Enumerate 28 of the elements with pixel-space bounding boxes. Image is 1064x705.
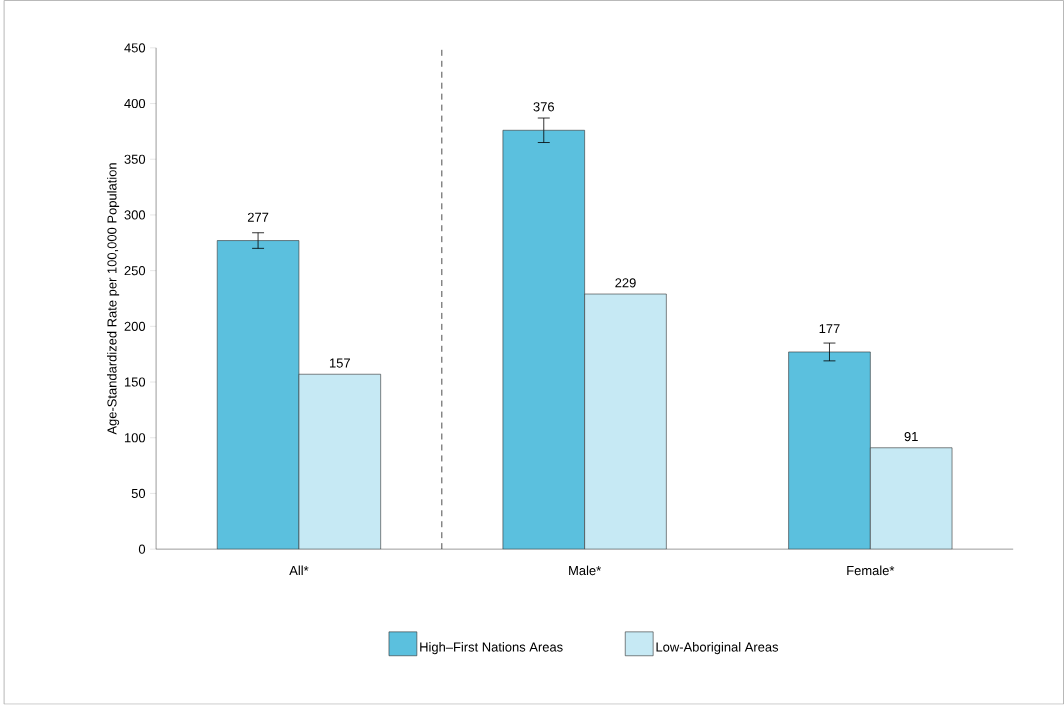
- y-tick-label: 0: [138, 544, 146, 554]
- x-tick-label: All*: [289, 565, 309, 576]
- y-axis-title: Age-Standardized Rate per 100,000 Population: [107, 163, 120, 435]
- bar: [502, 130, 585, 550]
- legend-label: Low-Aboriginal Areas: [656, 642, 779, 655]
- data-label: 229: [615, 278, 636, 288]
- legend-label: High–First Nations Areas: [420, 642, 563, 655]
- y-tick-label: 150: [124, 377, 146, 387]
- y-tick-label: 50: [131, 489, 146, 499]
- data-label: 91: [904, 432, 918, 442]
- y-tick-label: 400: [124, 99, 146, 109]
- data-label: 177: [819, 324, 840, 334]
- bar: [216, 240, 300, 550]
- y-tick-label: 450: [124, 43, 146, 53]
- y-tick-label: 300: [124, 210, 146, 220]
- bar: [788, 351, 871, 550]
- y-tick-label: 200: [124, 321, 146, 332]
- bar: [870, 447, 953, 550]
- bar: [584, 293, 667, 550]
- y-tick-label: 100: [124, 433, 146, 443]
- data-label: 376: [533, 102, 555, 112]
- y-tick-label: 250: [124, 266, 146, 276]
- x-tick-label: Female*: [847, 565, 895, 576]
- y-tick-label: 350: [124, 154, 146, 165]
- data-label: 157: [329, 358, 350, 368]
- data-label: 277: [247, 212, 269, 222]
- x-tick-label: Male*: [569, 565, 601, 576]
- bar: [298, 374, 381, 550]
